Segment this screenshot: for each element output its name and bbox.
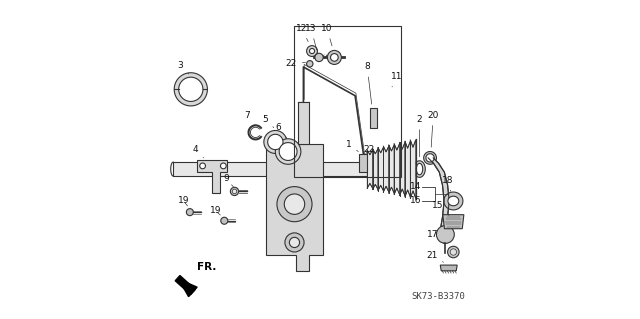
Polygon shape [394,144,399,194]
Text: 16: 16 [410,197,422,205]
Text: 21: 21 [426,251,444,262]
Circle shape [307,46,317,56]
Text: SK73-B3370: SK73-B3370 [411,292,465,300]
Text: 22: 22 [285,59,305,68]
Polygon shape [443,215,464,229]
Circle shape [450,249,456,255]
Polygon shape [444,192,463,210]
Polygon shape [173,162,406,176]
Polygon shape [268,134,283,150]
Polygon shape [383,146,388,192]
Text: 18: 18 [442,176,453,191]
Polygon shape [370,108,378,128]
Circle shape [447,246,459,258]
Text: 19: 19 [210,206,221,215]
Polygon shape [359,154,367,172]
Circle shape [315,53,323,62]
Polygon shape [405,141,410,197]
Text: 2: 2 [417,115,422,157]
Polygon shape [197,160,227,193]
Polygon shape [179,77,203,101]
Text: 8: 8 [364,63,372,104]
Text: 15: 15 [432,201,449,215]
Polygon shape [298,102,309,144]
Text: 6: 6 [275,123,287,138]
Circle shape [285,233,304,252]
Polygon shape [279,143,297,160]
Text: 9: 9 [223,174,233,187]
Circle shape [200,163,205,169]
Polygon shape [448,196,459,206]
Polygon shape [424,152,436,164]
Circle shape [220,163,226,169]
Circle shape [230,187,239,196]
Circle shape [327,50,341,64]
Polygon shape [264,130,287,153]
Text: 3: 3 [177,61,189,74]
Polygon shape [174,73,207,106]
Text: 20: 20 [428,111,439,147]
Text: 14: 14 [410,182,421,191]
Text: 17: 17 [426,230,444,243]
Bar [294,26,401,177]
Polygon shape [426,154,434,162]
Polygon shape [414,161,425,177]
Text: 1: 1 [346,140,358,152]
Polygon shape [179,279,197,297]
Text: 5: 5 [262,115,274,128]
Circle shape [310,48,315,54]
Polygon shape [175,276,195,295]
Circle shape [232,189,237,194]
Circle shape [221,217,228,224]
Polygon shape [417,163,422,175]
Text: 19: 19 [178,197,189,206]
Circle shape [436,226,454,243]
Polygon shape [428,158,449,226]
Circle shape [186,209,193,216]
Text: 4: 4 [193,145,204,158]
Circle shape [277,187,312,222]
Polygon shape [440,265,457,271]
Text: 11: 11 [392,72,403,87]
Polygon shape [399,143,405,196]
Polygon shape [367,150,372,188]
Text: 10: 10 [321,24,333,46]
Text: 13: 13 [305,24,317,50]
Text: 22: 22 [363,145,374,154]
Text: FR.: FR. [196,262,216,271]
Polygon shape [410,140,416,198]
Circle shape [284,194,305,214]
Circle shape [289,237,300,248]
Polygon shape [378,147,383,191]
Polygon shape [388,145,394,193]
Polygon shape [372,149,378,189]
Polygon shape [266,144,323,271]
Text: 7: 7 [244,111,255,124]
Polygon shape [275,139,301,164]
Text: 12: 12 [296,24,308,41]
Circle shape [330,54,338,61]
Circle shape [307,61,313,67]
